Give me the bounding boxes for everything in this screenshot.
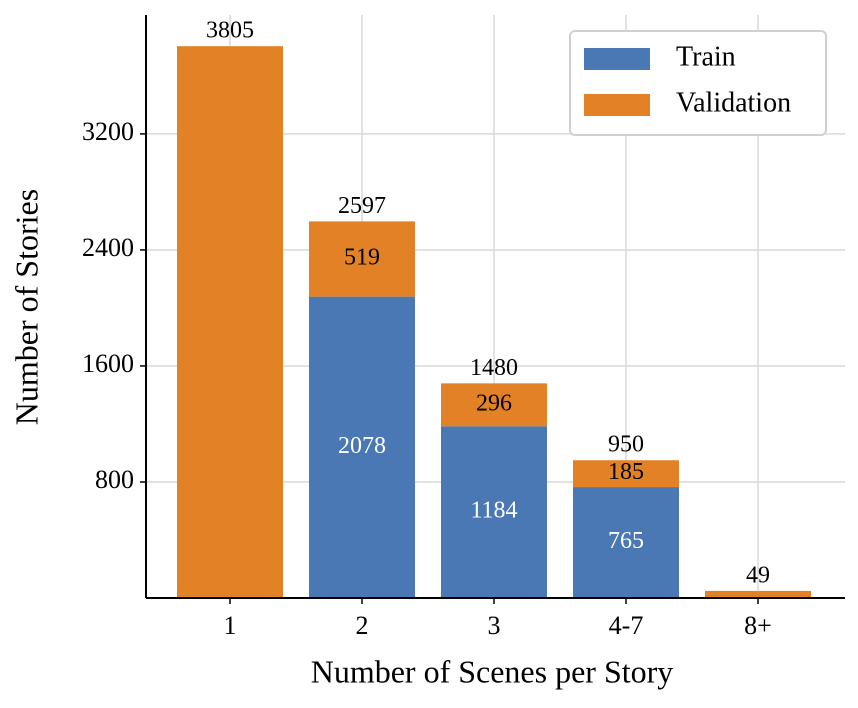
x-tick-label: 2 [356,611,369,640]
legend-swatch [584,94,650,116]
total-label: 950 [608,432,644,458]
bar-segment [177,46,283,598]
bar-label: 2078 [338,433,386,459]
total-label: 1480 [470,355,518,381]
bar-segment [705,590,811,598]
x-tick-label: 8+ [744,611,772,640]
x-tick-label: 1 [224,611,237,640]
bar-segment [573,460,679,488]
y-axis-label: Number of Stories [8,189,44,425]
bar-label: 185 [608,459,644,485]
bar-label: 765 [608,528,644,554]
legend-label: Train [676,41,736,72]
x-axis-label: Number of Scenes per Story [311,653,674,689]
y-tick-label: 800 [95,465,134,494]
total-label: 49 [746,562,770,588]
bar-label: 519 [344,245,380,271]
bar-label: 1184 [470,498,517,524]
y-tick-label: 3200 [82,117,134,146]
bar-segment [309,221,415,297]
total-label: 3805 [206,18,254,44]
total-label: 2597 [338,193,386,219]
y-tick-label: 2400 [82,233,134,262]
bar-segment [441,426,547,598]
bar-segment [441,383,547,427]
x-tick-label: 3 [488,611,501,640]
y-tick-label: 1600 [82,349,134,378]
bar-segment [309,296,415,598]
legend-label: Validation [676,87,791,118]
bar-label: 296 [476,390,512,416]
x-tick-label: 4-7 [609,611,644,640]
legend-swatch [584,48,650,70]
bar-segment [573,487,679,598]
